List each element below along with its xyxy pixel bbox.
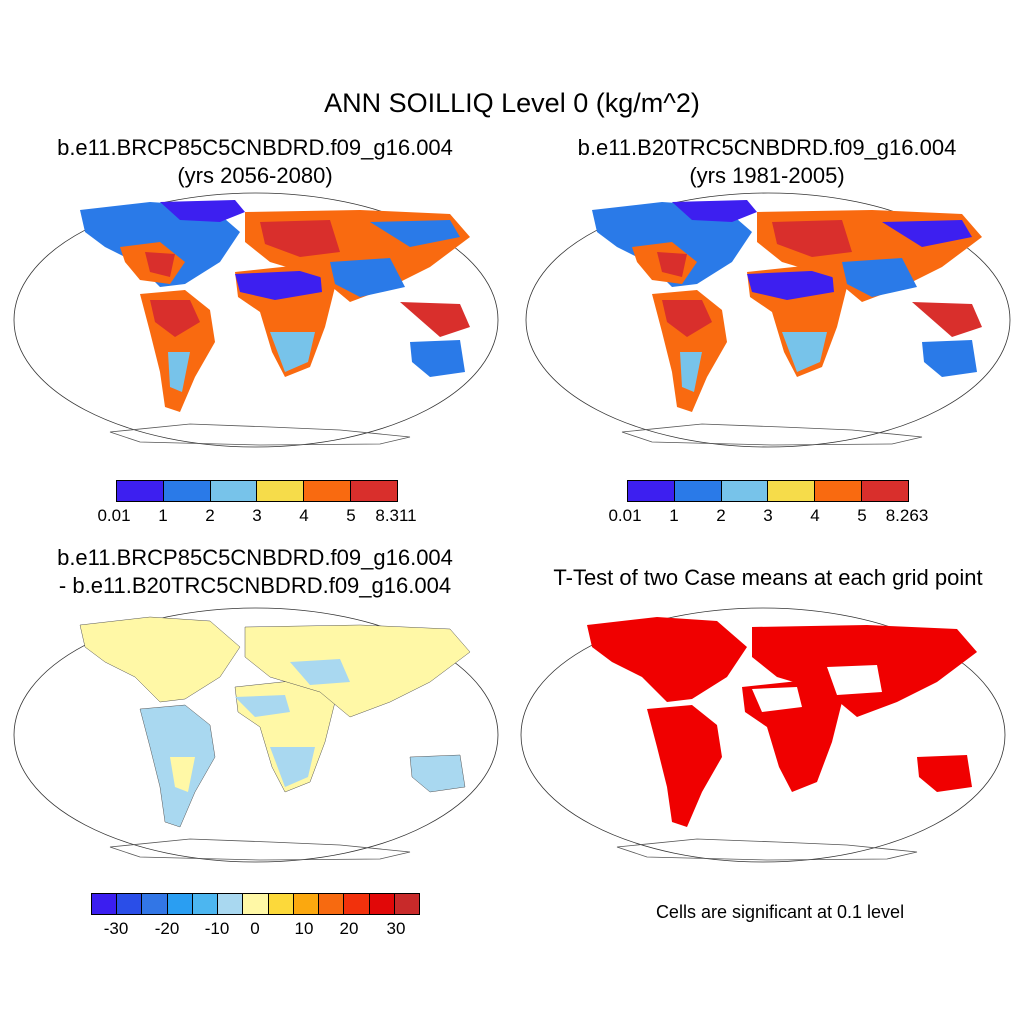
colorbar-2-label: 1 [669,506,679,525]
panel3-title: b.e11.BRCP85C5CNBDRD.f09_g16.004 - b.e11… [10,544,500,600]
colorbar-cell [142,894,168,914]
colorbar-cell [628,481,675,501]
colorbar-3-label: 20 [339,919,359,938]
panel4-title-line1: T-Test of two Case means at each grid po… [553,565,983,590]
colorbar-cell [257,481,305,501]
colorbar-cell [344,894,370,914]
colorbar-1-label: 3 [252,506,262,525]
colorbar-3-label: -10 [204,919,230,938]
panel1-title-line2: (yrs 2056-2080) [177,163,333,188]
colorbar-cell [319,894,345,914]
colorbar-1 [116,480,398,502]
colorbar-cell [163,481,211,501]
colorbar-cell [268,894,294,914]
colorbar-2-label: 3 [763,506,773,525]
colorbar-1-label: 5 [346,506,356,525]
colorbar-2-cells [627,480,909,502]
colorbar-3-cells [91,893,420,915]
colorbar-cell [674,481,722,501]
colorbar-1-labels: 0.01 1 2 3 4 5 8.311 [97,506,416,528]
map-panel-3 [13,607,499,863]
colorbar-cell [721,481,769,501]
colorbar-cell [815,481,863,501]
colorbar-2-label: 8.263 [885,506,929,525]
colorbar-3 [91,893,420,915]
panel3-title-line1: b.e11.BRCP85C5CNBDRD.f09_g16.004 [57,545,453,570]
land-layer [80,200,470,446]
main-title: ANN SOILLIQ Level 0 (kg/m^2) [324,88,700,118]
colorbar-cell [394,894,420,914]
colorbar-1-label: 8.311 [375,506,417,525]
land-layer [79,616,471,861]
colorbar-cell [192,894,219,914]
land-layer [592,200,982,446]
colorbar-2-label: 4 [810,506,820,525]
panel2-title: b.e11.B20TRC5CNBDRD.f09_g16.004 (yrs 198… [522,134,1012,190]
colorbar-2-label: 2 [716,506,726,525]
colorbar-cell [243,894,269,914]
panel2-title-line1: b.e11.B20TRC5CNBDRD.f09_g16.004 [577,135,957,160]
colorbar-3-labels: -30 -20 -10 0 10 20 30 [91,919,420,941]
colorbar-cell [210,481,258,501]
map-panel-2 [525,192,1011,448]
colorbar-3-label: 0 [250,919,260,938]
colorbar-cell [92,894,118,914]
land-layer [587,617,977,861]
colorbar-3-label: 10 [294,919,314,938]
panel2-title-line2: (yrs 1981-2005) [689,163,845,188]
panel3-title-line2: - b.e11.B20TRC5CNBDRD.f09_g16.004 [58,573,452,598]
colorbar-1-label: 1 [158,506,168,525]
panel4-title: T-Test of two Case means at each grid po… [512,564,1024,592]
panel1-title-line1: b.e11.BRCP85C5CNBDRD.f09_g16.004 [57,135,453,160]
colorbar-1-label: 0.01 [97,506,131,525]
colorbar-cell [167,894,193,914]
colorbar-1-cells [116,480,398,502]
colorbar-cell [117,481,164,501]
colorbar-cell [218,894,244,914]
colorbar-2-label: 5 [857,506,867,525]
colorbar-2 [627,480,909,502]
colorbar-cell [369,894,395,914]
panel1-title: b.e11.BRCP85C5CNBDRD.f09_g16.004 (yrs 20… [10,134,500,190]
colorbar-3-label: 30 [386,919,406,938]
colorbar-cell [768,481,816,501]
colorbar-3-label: -20 [154,919,180,938]
colorbar-cell [293,894,320,914]
colorbar-2-label: 0.01 [608,506,642,525]
colorbar-2-labels: 0.01 1 2 3 4 5 8.263 [608,506,928,528]
colorbar-cell [862,481,908,501]
colorbar-1-label: 2 [205,506,215,525]
map-panel-4 [520,607,1006,863]
colorbar-1-label: 4 [299,506,309,525]
colorbar-cell [117,894,143,914]
colorbar-3-label: -30 [103,919,129,938]
colorbar-cell [304,481,352,501]
significance-note: Cells are significant at 0.1 level [655,902,905,922]
map-panel-1 [13,192,499,448]
colorbar-cell [351,481,397,501]
